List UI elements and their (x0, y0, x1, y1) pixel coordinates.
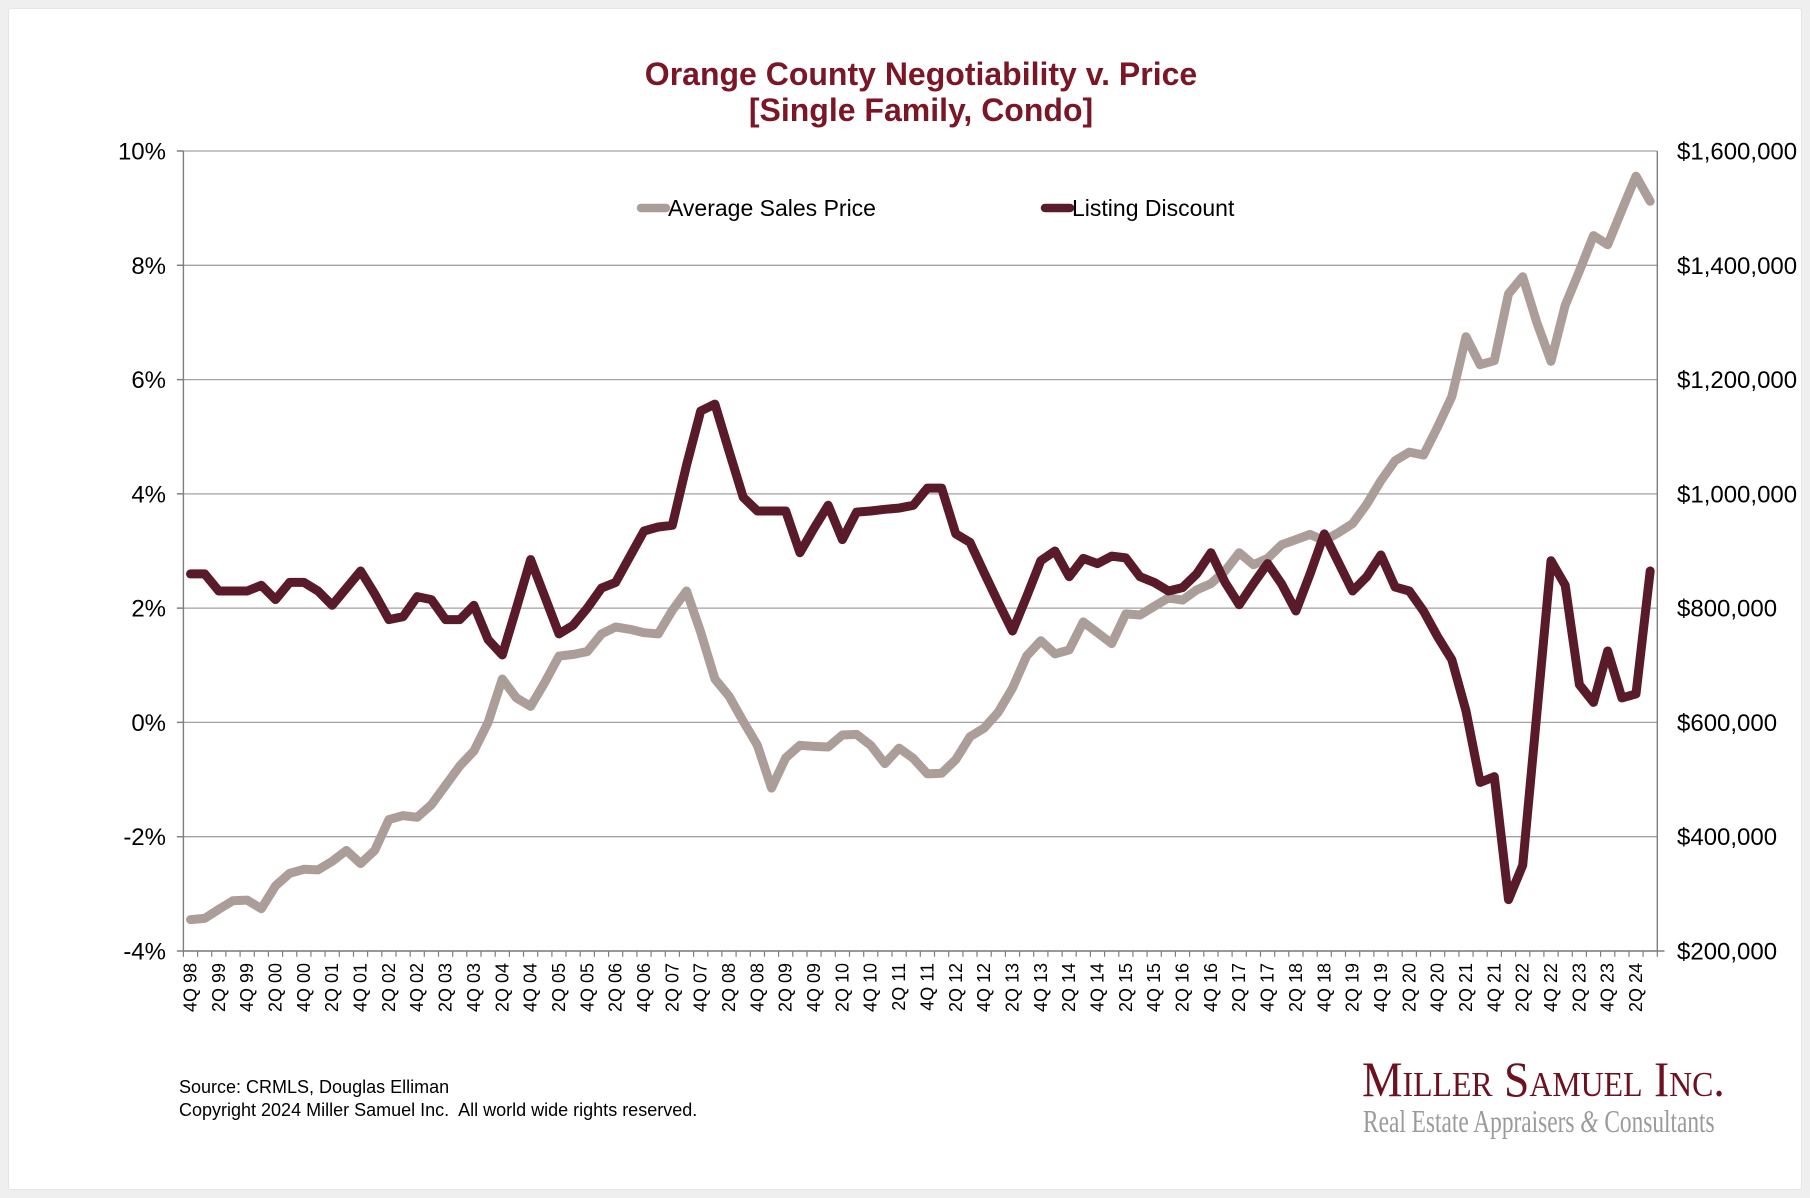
svg-text:-4%: -4% (123, 939, 166, 966)
svg-text:$1,400,000: $1,400,000 (1677, 253, 1797, 280)
svg-text:4Q 99: 4Q 99 (237, 963, 257, 1012)
svg-text:0%: 0% (131, 710, 166, 737)
svg-text:4Q 21: 4Q 21 (1484, 963, 1504, 1012)
svg-text:4Q 02: 4Q 02 (407, 963, 427, 1012)
svg-text:2Q 15: 2Q 15 (1116, 963, 1136, 1012)
svg-text:2Q 20: 2Q 20 (1399, 963, 1419, 1012)
svg-text:4Q 14: 4Q 14 (1088, 963, 1108, 1012)
svg-text:4Q 01: 4Q 01 (351, 963, 371, 1012)
svg-text:2Q 17: 2Q 17 (1229, 963, 1249, 1012)
svg-text:2Q 99: 2Q 99 (209, 963, 229, 1012)
svg-text:4Q 18: 4Q 18 (1314, 963, 1334, 1012)
svg-text:2Q 22: 2Q 22 (1513, 963, 1533, 1012)
svg-text:4Q 08: 4Q 08 (747, 963, 767, 1012)
svg-text:2Q 23: 2Q 23 (1569, 963, 1589, 1012)
svg-text:4Q 09: 4Q 09 (804, 963, 824, 1012)
svg-text:2Q 11: 2Q 11 (889, 963, 909, 1011)
svg-text:4Q 04: 4Q 04 (521, 963, 541, 1012)
svg-text:4Q 10: 4Q 10 (861, 963, 881, 1012)
svg-text:-2%: -2% (123, 824, 166, 851)
svg-text:$600,000: $600,000 (1677, 710, 1777, 737)
svg-text:2Q 10: 2Q 10 (832, 963, 852, 1012)
svg-text:6%: 6% (131, 367, 166, 394)
svg-text:4Q 17: 4Q 17 (1258, 963, 1278, 1012)
svg-text:4Q 11: 4Q 11 (917, 963, 937, 1011)
svg-text:$400,000: $400,000 (1677, 824, 1777, 851)
svg-text:4Q 12: 4Q 12 (974, 963, 994, 1012)
svg-text:4Q 19: 4Q 19 (1371, 963, 1391, 1012)
svg-text:$1,000,000: $1,000,000 (1677, 481, 1797, 508)
svg-text:4Q 00: 4Q 00 (294, 963, 314, 1012)
svg-text:$800,000: $800,000 (1677, 596, 1777, 623)
svg-text:2Q 03: 2Q 03 (436, 963, 456, 1012)
svg-text:2Q 21: 2Q 21 (1456, 963, 1476, 1012)
svg-text:4Q 16: 4Q 16 (1201, 963, 1221, 1012)
svg-text:$1,200,000: $1,200,000 (1677, 367, 1797, 394)
svg-text:10%: 10% (118, 139, 166, 166)
svg-text:4Q 05: 4Q 05 (577, 963, 597, 1012)
svg-text:2Q 06: 2Q 06 (606, 963, 626, 1012)
svg-text:2Q 24: 2Q 24 (1626, 963, 1646, 1012)
svg-text:2%: 2% (131, 596, 166, 623)
svg-text:4Q 03: 4Q 03 (464, 963, 484, 1012)
svg-text:2Q 19: 2Q 19 (1343, 963, 1363, 1012)
svg-text:2Q 08: 2Q 08 (719, 963, 739, 1012)
svg-text:4Q 13: 4Q 13 (1031, 963, 1051, 1012)
svg-text:2Q 13: 2Q 13 (1003, 963, 1023, 1012)
svg-text:4Q 07: 4Q 07 (691, 963, 711, 1012)
svg-text:2Q 14: 2Q 14 (1059, 963, 1079, 1012)
svg-text:$1,600,000: $1,600,000 (1677, 139, 1797, 166)
svg-text:8%: 8% (131, 253, 166, 280)
svg-text:2Q 18: 2Q 18 (1286, 963, 1306, 1012)
svg-text:4Q 06: 4Q 06 (634, 963, 654, 1012)
svg-text:4Q 15: 4Q 15 (1144, 963, 1164, 1012)
svg-text:2Q 07: 2Q 07 (662, 963, 682, 1012)
svg-text:2Q 04: 2Q 04 (492, 963, 512, 1012)
svg-text:$200,000: $200,000 (1677, 939, 1777, 966)
svg-text:2Q 09: 2Q 09 (776, 963, 796, 1012)
svg-text:4Q 22: 4Q 22 (1541, 963, 1561, 1012)
svg-text:2Q 05: 2Q 05 (549, 963, 569, 1012)
svg-text:4Q 20: 4Q 20 (1428, 963, 1448, 1012)
svg-text:4%: 4% (131, 481, 166, 508)
svg-text:2Q 01: 2Q 01 (322, 963, 342, 1012)
svg-text:2Q 12: 2Q 12 (946, 963, 966, 1012)
svg-text:2Q 16: 2Q 16 (1173, 963, 1193, 1012)
svg-text:2Q 02: 2Q 02 (379, 963, 399, 1012)
svg-text:2Q 00: 2Q 00 (266, 963, 286, 1012)
svg-text:4Q 23: 4Q 23 (1598, 963, 1618, 1012)
svg-text:4Q 98: 4Q 98 (181, 963, 201, 1012)
